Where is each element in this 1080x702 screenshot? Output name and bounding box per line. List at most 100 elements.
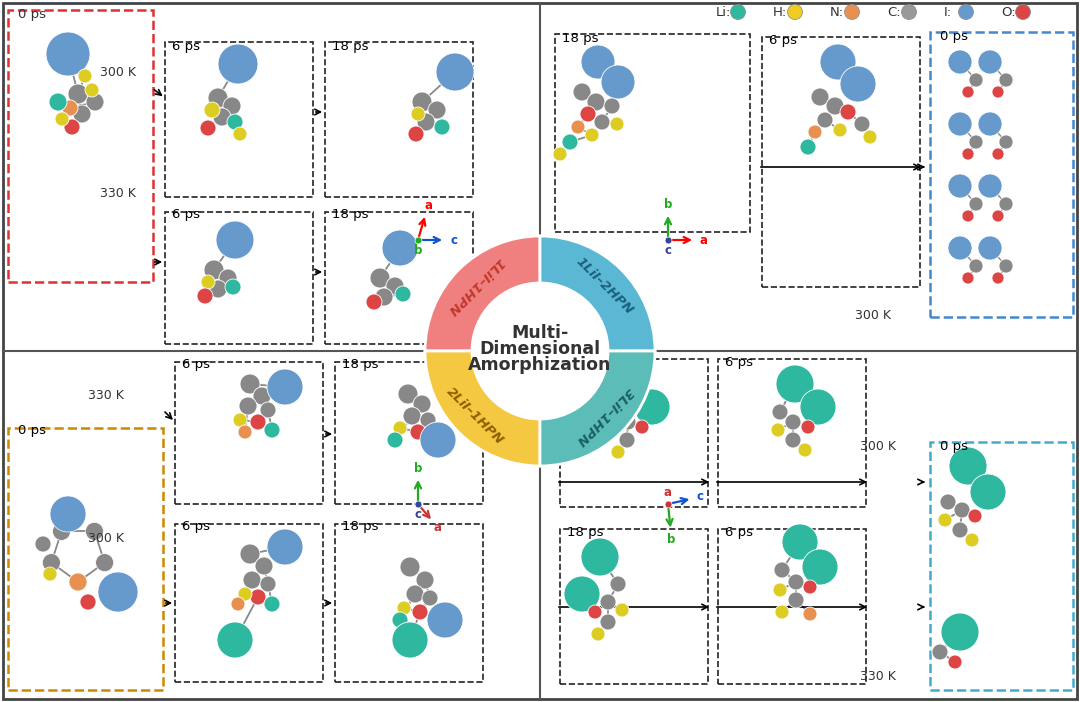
Circle shape: [801, 420, 815, 434]
Text: b: b: [664, 197, 672, 211]
Circle shape: [800, 139, 816, 155]
Circle shape: [267, 529, 303, 565]
Circle shape: [393, 421, 407, 435]
Circle shape: [588, 93, 605, 111]
Circle shape: [417, 113, 435, 131]
Circle shape: [197, 288, 213, 304]
Circle shape: [951, 522, 968, 538]
Circle shape: [581, 45, 615, 79]
Text: c: c: [664, 244, 672, 258]
Text: 18 ps: 18 ps: [332, 40, 368, 53]
Circle shape: [773, 583, 787, 597]
Circle shape: [80, 594, 96, 610]
Circle shape: [403, 407, 421, 425]
Text: 1LiI–2HPN: 1LiI–2HPN: [573, 256, 636, 317]
Text: 0 ps: 0 ps: [940, 440, 968, 453]
Bar: [175, 524, 323, 682]
Circle shape: [387, 432, 403, 448]
Text: 300 K: 300 K: [855, 309, 891, 322]
Circle shape: [978, 112, 1002, 136]
Circle shape: [204, 102, 220, 118]
Circle shape: [591, 627, 605, 641]
Circle shape: [978, 50, 1002, 74]
Text: Amorphization: Amorphization: [469, 356, 611, 374]
Circle shape: [249, 589, 266, 605]
Circle shape: [42, 554, 60, 571]
Circle shape: [86, 93, 104, 111]
Circle shape: [98, 572, 138, 612]
Circle shape: [787, 4, 802, 20]
Circle shape: [730, 4, 745, 20]
Bar: [762, 37, 920, 287]
Bar: [930, 442, 1074, 690]
Bar: [8, 428, 163, 690]
Circle shape: [85, 83, 99, 97]
Circle shape: [62, 100, 78, 116]
Text: 0 ps: 0 ps: [18, 424, 46, 437]
Circle shape: [782, 524, 818, 560]
Circle shape: [73, 105, 91, 123]
Circle shape: [840, 66, 876, 102]
Wedge shape: [540, 236, 654, 351]
Circle shape: [392, 622, 428, 658]
Text: 18 ps: 18 ps: [567, 356, 604, 369]
Circle shape: [802, 549, 838, 585]
Circle shape: [400, 557, 420, 577]
Bar: [718, 529, 866, 684]
Text: b: b: [414, 244, 422, 258]
Circle shape: [49, 93, 67, 111]
Circle shape: [788, 592, 804, 608]
Circle shape: [939, 513, 951, 527]
Circle shape: [594, 114, 610, 130]
Text: 3LiI–1HPN: 3LiI–1HPN: [573, 385, 636, 446]
Bar: [718, 359, 866, 507]
Circle shape: [50, 496, 86, 532]
Circle shape: [962, 210, 974, 222]
Circle shape: [1015, 4, 1030, 20]
Circle shape: [999, 259, 1013, 273]
Circle shape: [408, 126, 424, 142]
Circle shape: [932, 644, 948, 660]
Circle shape: [962, 272, 974, 284]
Circle shape: [370, 268, 390, 288]
Circle shape: [399, 384, 418, 404]
Circle shape: [798, 443, 812, 457]
Circle shape: [978, 174, 1002, 198]
Circle shape: [264, 596, 280, 612]
Text: C:: C:: [887, 6, 901, 18]
Text: a: a: [424, 199, 432, 212]
Circle shape: [826, 97, 843, 115]
Circle shape: [816, 112, 833, 128]
Wedge shape: [540, 351, 654, 466]
Circle shape: [46, 32, 90, 76]
Circle shape: [820, 44, 856, 80]
Circle shape: [53, 522, 70, 541]
Circle shape: [854, 116, 870, 132]
Circle shape: [606, 423, 620, 437]
Circle shape: [969, 73, 983, 87]
Text: c: c: [697, 490, 704, 503]
Circle shape: [249, 414, 266, 430]
Circle shape: [940, 494, 956, 510]
Circle shape: [959, 4, 973, 20]
Circle shape: [978, 236, 1002, 260]
Circle shape: [85, 522, 104, 541]
Circle shape: [969, 259, 983, 273]
Circle shape: [811, 88, 829, 106]
Circle shape: [96, 554, 113, 571]
Wedge shape: [426, 351, 540, 466]
Circle shape: [255, 557, 273, 575]
Circle shape: [69, 573, 87, 591]
Bar: [930, 32, 1074, 317]
Text: 6 ps: 6 ps: [172, 40, 200, 53]
Circle shape: [620, 414, 636, 430]
Circle shape: [420, 422, 456, 458]
Circle shape: [68, 84, 87, 104]
Circle shape: [260, 576, 276, 592]
Circle shape: [611, 445, 625, 459]
Circle shape: [573, 83, 591, 101]
Circle shape: [217, 622, 253, 658]
Circle shape: [788, 574, 804, 590]
Circle shape: [436, 53, 474, 91]
Circle shape: [948, 655, 962, 669]
